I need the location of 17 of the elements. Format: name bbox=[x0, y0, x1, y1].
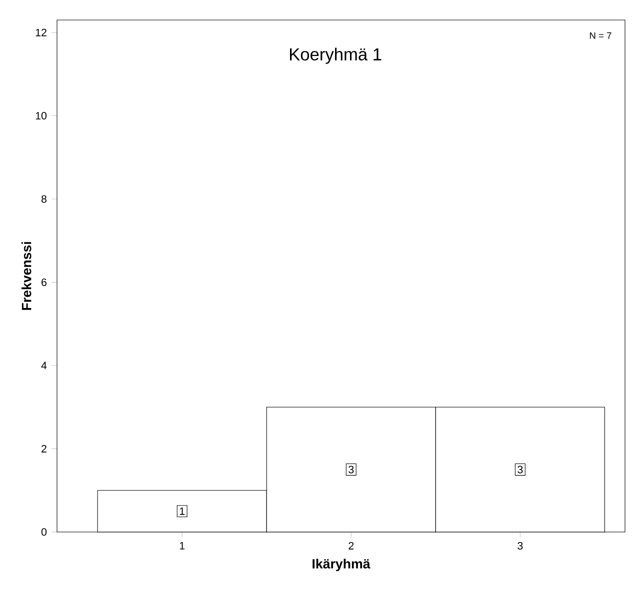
x-tick-label: 3 bbox=[518, 542, 523, 550]
y-axis-title: Frekvenssi bbox=[21, 242, 32, 310]
data-label: 1 bbox=[180, 508, 185, 515]
y-tick-label: 8 bbox=[41, 195, 46, 203]
x-tick-label: 2 bbox=[348, 542, 354, 550]
annotation: N = 7 bbox=[590, 32, 612, 39]
y-tick-label: 12 bbox=[36, 28, 46, 36]
x-axis-title: Ikäryhmä bbox=[312, 558, 370, 572]
text: Koeryhmä 1 bbox=[290, 48, 382, 64]
data-label: 3 bbox=[518, 466, 523, 474]
y-tick-label: 6 bbox=[42, 278, 46, 286]
y-tick-label: 0 bbox=[41, 528, 47, 536]
y-tick-label: 2 bbox=[42, 445, 46, 452]
y-tick-label: 4 bbox=[41, 362, 47, 370]
data-label: 3 bbox=[348, 466, 354, 474]
y-tick-label: 10 bbox=[36, 112, 47, 120]
x-tick-label: 1 bbox=[180, 542, 185, 550]
